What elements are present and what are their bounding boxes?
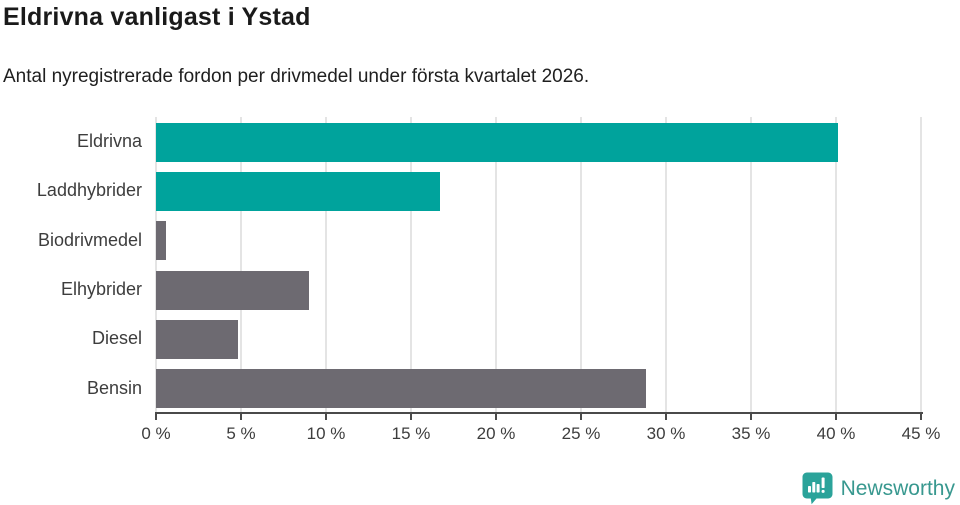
gridline-15-percent <box>410 117 412 413</box>
x-axis-tick-15 <box>410 413 412 420</box>
bar-elhybrider <box>156 270 309 310</box>
x-axis-tick-5 <box>240 413 242 420</box>
category-label-biodrivmedel: Biodrivmedel <box>37 229 142 250</box>
bar-bensin <box>156 369 646 409</box>
x-tick-label-20: 20 % <box>476 424 516 443</box>
gridline-40-percent <box>835 117 837 413</box>
gridline-35-percent <box>750 117 752 413</box>
newsworthy-logo-icon <box>802 472 833 505</box>
category-label-eldrivna: Eldrivna <box>76 131 142 152</box>
x-axis-tick-25 <box>580 413 582 420</box>
gridline-45-percent <box>920 117 922 413</box>
x-axis-line <box>155 412 923 414</box>
bar-chart-plot-area <box>155 117 922 413</box>
brand-name: Newsworthy <box>840 476 955 500</box>
category-label-laddhybrider: Laddhybrider <box>36 180 142 201</box>
x-tick-label-10: 10 % <box>306 424 346 443</box>
brand-footer: Newsworthy <box>802 472 955 505</box>
bar-diesel <box>156 319 238 359</box>
x-tick-label-30: 30 % <box>646 424 686 443</box>
x-tick-label-25: 25 % <box>561 424 601 443</box>
gridline-10-percent <box>325 117 327 413</box>
x-tick-label-35: 35 % <box>731 424 771 443</box>
bar-biodrivmedel <box>156 221 167 261</box>
x-axis-tick-0 <box>155 413 157 420</box>
category-label-bensin: Bensin <box>86 377 142 398</box>
bar-laddhybrider <box>156 171 440 211</box>
x-axis-tick-35 <box>750 413 752 420</box>
gridline-5-percent <box>240 117 242 413</box>
x-axis-tick-10 <box>325 413 327 420</box>
gridline-25-percent <box>580 117 582 413</box>
x-tick-label-15: 15 % <box>391 424 431 443</box>
x-tick-label-0: 0 % <box>141 424 171 443</box>
chart-subtitle: Antal nyregistrerade fordon per drivmede… <box>3 66 590 87</box>
x-axis-tick-40 <box>835 413 837 420</box>
x-tick-label-40: 40 % <box>816 424 856 443</box>
bar-eldrivna <box>156 122 838 162</box>
gridline-0-percent <box>155 117 157 413</box>
x-tick-label-5: 5 % <box>226 424 256 443</box>
x-axis-tick-20 <box>495 413 497 420</box>
category-label-diesel: Diesel <box>91 328 142 349</box>
gridline-20-percent <box>495 117 497 413</box>
category-label-elhybrider: Elhybrider <box>60 279 142 300</box>
x-axis-tick-30 <box>665 413 667 420</box>
x-tick-label-45: 45 % <box>901 424 941 443</box>
chart-title: Eldrivna vanligast i Ystad <box>3 3 311 31</box>
x-axis-tick-45 <box>920 413 922 420</box>
gridline-30-percent <box>665 117 667 413</box>
